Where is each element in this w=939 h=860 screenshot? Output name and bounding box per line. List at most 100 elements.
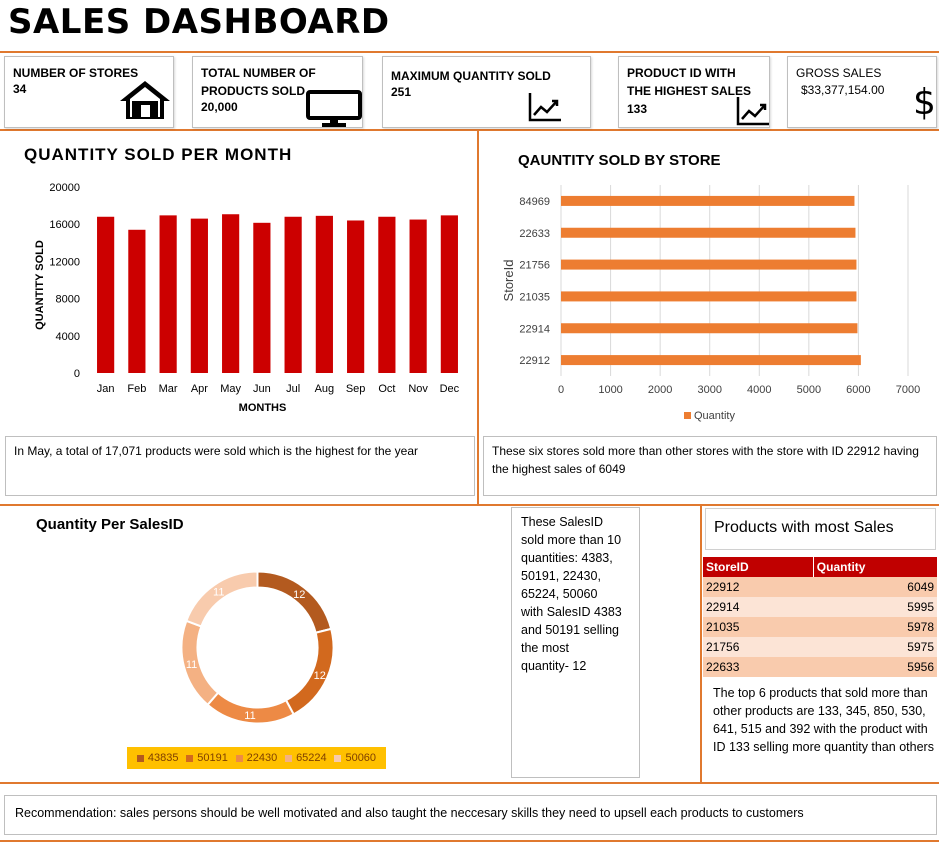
y-tick-label: 12000: [49, 256, 80, 268]
dollar-icon: $: [913, 82, 936, 123]
bar-feb: [128, 229, 146, 373]
cell-storeid: 22914: [703, 597, 814, 617]
note-line: quantity- 12: [521, 659, 587, 673]
kpi-label-line: PRODUCT ID WITH: [627, 66, 736, 80]
x-tick-label: Dec: [440, 383, 460, 395]
note-line: quantities: 4383,: [521, 551, 613, 565]
kpi-value: 34: [13, 82, 27, 96]
kpi-gross-sales: GROSS SALES $33,377,154.00 $: [787, 56, 937, 128]
x-tick-label: Oct: [378, 383, 395, 395]
x-tick-label: Nov: [408, 383, 428, 395]
bar-dec: [440, 215, 458, 373]
y-tick-label: 22912: [519, 355, 550, 367]
products-table: StoreID Quantity 22912 6049 22914 5995 21035…: [703, 557, 937, 677]
bar-store-22914: [561, 323, 858, 334]
cell-storeid: 22912: [703, 577, 814, 597]
donut-data-label: 11: [213, 587, 224, 599]
bar-store-21756: [561, 259, 857, 270]
x-tick-label: May: [220, 383, 241, 395]
donut-data-label: 11: [186, 659, 197, 671]
line-chart-icon: [528, 93, 561, 122]
cell-quantity: 5978: [813, 617, 937, 637]
y-tick-label: 0: [74, 368, 80, 380]
store-chart-title: QAUNTITY SOLD BY STORE: [518, 152, 721, 169]
x-tick-label: 1000: [598, 384, 622, 396]
x-tick-label: 7000: [896, 384, 920, 396]
bar-aug: [315, 215, 333, 373]
cell-quantity: 6049: [813, 577, 937, 597]
table-row: 21035 5978: [703, 617, 937, 637]
salesid-chart-title: Quantity Per SalesID: [36, 516, 184, 533]
x-tick-label: Jan: [97, 383, 115, 395]
y-tick-label: 20000: [49, 182, 80, 194]
legend-label: 50060: [345, 752, 377, 764]
kpi-label-line: PRODUCTS SOLD: [201, 84, 306, 98]
legend-label: 22430: [246, 752, 278, 764]
cell-quantity: 5995: [813, 597, 937, 617]
kpi-value: 251: [391, 85, 412, 99]
legend-item-65224: 65224: [285, 752, 327, 764]
bar-sep: [347, 220, 365, 373]
kpi-value: 20,000: [201, 100, 238, 114]
kpi-label: GROSS SALES: [796, 66, 882, 80]
monthly-note: In May, a total of 17,071 products were …: [5, 436, 475, 496]
bar-mar: [159, 215, 177, 373]
legend-item-50060: 50060: [334, 752, 376, 764]
note-line: These SalesID: [521, 515, 603, 529]
note-line: 65224, 50060: [521, 587, 598, 601]
y-axis-label: StoreId: [501, 260, 516, 302]
y-tick-label: 4000: [56, 331, 80, 343]
legend-swatch: [684, 412, 691, 419]
legend-swatch: [334, 754, 342, 762]
donut-slice-50060: [185, 570, 259, 628]
legend-label: 43835: [147, 752, 179, 764]
legend-label: Quantity: [694, 410, 735, 422]
kpi-label: PRODUCT ID WITH THE HIGHEST SALES: [627, 64, 751, 100]
x-tick-label: Jul: [286, 383, 300, 395]
monitor-icon: [306, 90, 362, 127]
note-line: 50191, 22430,: [521, 569, 601, 583]
note-line: sold more than 10: [521, 533, 622, 547]
divider: [0, 840, 939, 842]
divider: [700, 504, 702, 782]
table-row: 22912 6049: [703, 577, 937, 597]
legend-item-22430: 22430: [235, 752, 278, 764]
donut-slice-50191: [284, 627, 335, 716]
legend-item-43835: 43835: [136, 752, 179, 764]
donut-data-label: 12: [314, 670, 326, 682]
donut-data-label: 11: [244, 710, 255, 722]
bar-store-21035: [561, 291, 857, 302]
monthly-chart-title: QUANTITY SOLD PER MONTH: [24, 145, 293, 164]
x-tick-label: 2000: [648, 384, 672, 396]
x-tick-label: Jun: [253, 383, 271, 395]
note-line: with SalesID 4383: [521, 605, 622, 619]
kpi-label: TOTAL NUMBER OF PRODUCTS SOLD: [201, 64, 316, 100]
y-axis-label: QUANTITY SOLD: [34, 240, 46, 330]
kpi-label-line: THE HIGHEST SALES: [627, 84, 752, 98]
bar-jan: [97, 216, 115, 373]
y-tick-label: 16000: [49, 219, 80, 231]
bar-store-22633: [561, 227, 856, 238]
donut-data-label: 12: [293, 589, 305, 601]
kpi-max-quantity: MAXIMUM QUANTITY SOLD 251: [382, 56, 591, 128]
bar-store-22912: [561, 355, 861, 366]
kpi-label: MAXIMUM QUANTITY SOLD: [391, 69, 551, 83]
table-header-storeid: StoreID: [703, 557, 814, 577]
salesid-donut-chart: 12 12 11 11 11: [180, 570, 335, 725]
page-title: SALES DASHBOARD: [8, 2, 390, 42]
store-chart: 0 1000 2000 3000 4000 5000 6000 7000 84969 22633 2…: [501, 185, 920, 422]
divider: [477, 129, 479, 504]
divider: [0, 129, 939, 131]
kpi-stores: NUMBER OF STORES 34: [4, 56, 174, 128]
kpi-value: $33,377,154.00: [801, 83, 885, 97]
divider: [0, 782, 939, 784]
products-table-title: Products with most Sales: [705, 508, 936, 550]
kpi-products: TOTAL NUMBER OF PRODUCTS SOLD 20,000: [192, 56, 363, 128]
products-note: The top 6 products that sold more than o…: [713, 686, 934, 754]
table-header-quantity: Quantity: [812, 557, 937, 577]
recommendation-note: Recommendation: sales persons should be …: [4, 795, 937, 835]
kpi-label: NUMBER OF STORES: [13, 66, 139, 80]
legend-label: 65224: [296, 752, 327, 764]
divider: [0, 504, 939, 506]
x-tick-label: 0: [558, 384, 564, 396]
